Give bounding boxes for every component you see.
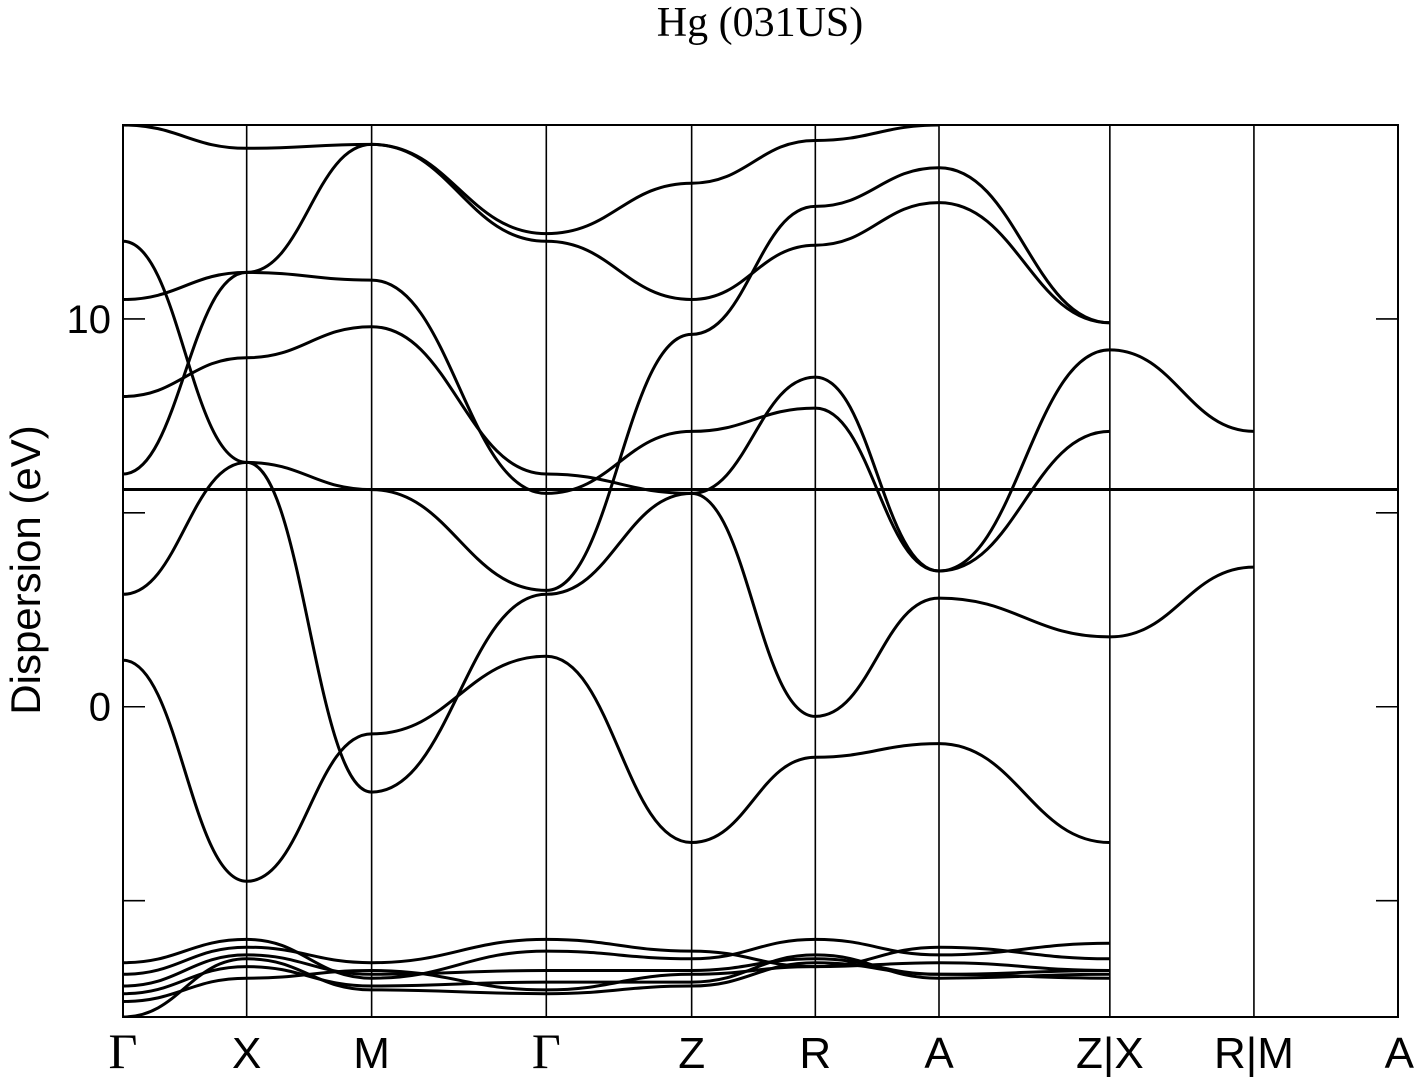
band-line xyxy=(123,957,1110,1017)
y-axis-label: Dispersion (eV) xyxy=(2,425,49,714)
band-line xyxy=(123,961,1110,1003)
band-line xyxy=(123,125,940,236)
k-point-lines xyxy=(245,125,1255,1017)
band-line xyxy=(123,270,1110,573)
k-point-label: A xyxy=(1385,1029,1415,1078)
band-line xyxy=(123,654,1110,883)
band-line xyxy=(123,937,1110,976)
band-line xyxy=(123,937,1110,980)
y-tick-label: 0 xyxy=(89,686,111,730)
k-point-label: Z xyxy=(678,1029,705,1078)
plot-frame xyxy=(122,124,1399,1018)
k-point-label: X xyxy=(232,1029,261,1078)
band-lines xyxy=(123,125,1398,1017)
y-ticks: 10 0 xyxy=(67,298,1398,902)
k-point-label: M xyxy=(353,1029,390,1078)
k-point-label: A xyxy=(924,1029,954,1078)
band-line xyxy=(123,166,1110,592)
k-point-label: Γ xyxy=(109,1023,138,1079)
k-point-label: R|M xyxy=(1214,1029,1294,1078)
chart-title: Hg (031US) xyxy=(657,0,864,46)
band-line xyxy=(123,460,1254,794)
band-line xyxy=(123,142,1110,325)
k-point-labels: Γ X M Γ Z R A Z|X R|M A xyxy=(109,1023,1415,1079)
y-tick-label: 10 xyxy=(67,298,112,342)
k-point-label: R xyxy=(799,1029,831,1078)
k-point-label: Z|X xyxy=(1076,1029,1144,1078)
band-line xyxy=(123,325,1254,573)
k-point-label: Γ xyxy=(532,1023,561,1079)
